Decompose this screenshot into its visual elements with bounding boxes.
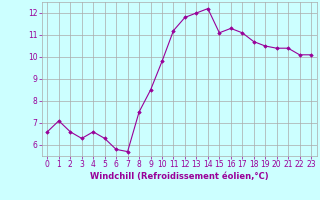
X-axis label: Windchill (Refroidissement éolien,°C): Windchill (Refroidissement éolien,°C)	[90, 172, 268, 181]
